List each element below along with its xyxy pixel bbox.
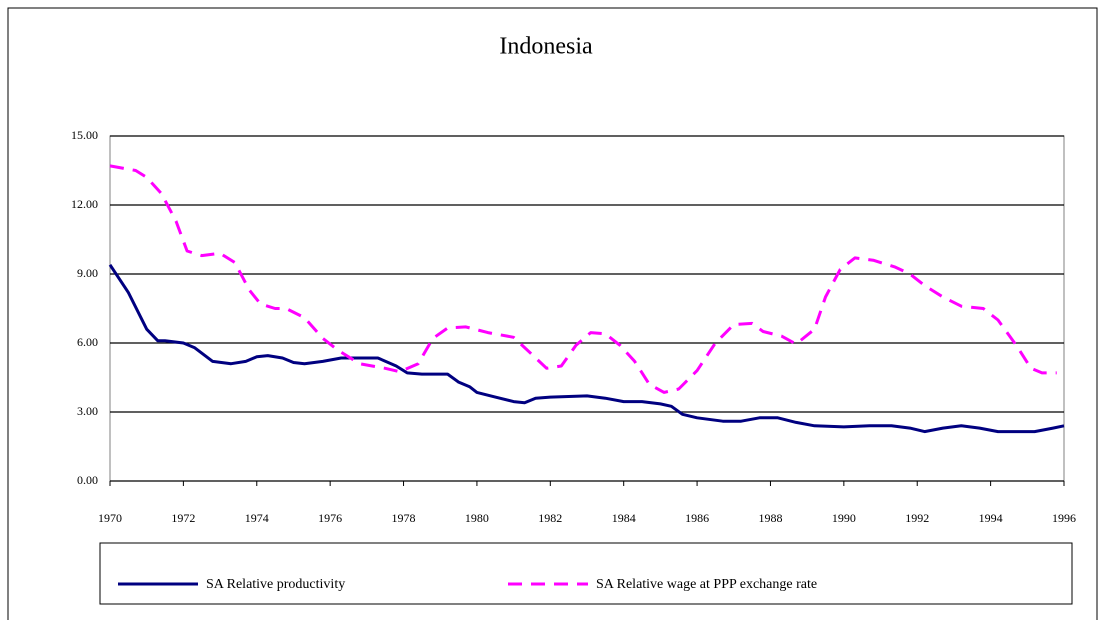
x-tick-label: 1976 (318, 511, 342, 525)
y-tick-label: 9.00 (77, 266, 98, 280)
y-tick-label: 0.00 (77, 473, 98, 487)
x-tick-label: 1972 (171, 511, 195, 525)
x-tick-label: 1980 (465, 511, 489, 525)
chart-title: Indonesia (499, 34, 593, 60)
series-line (108, 263, 1065, 434)
legend-label: SA Relative productivity (206, 577, 345, 592)
x-tick-label: 1974 (245, 511, 269, 525)
y-tick-label: 3.00 (77, 404, 98, 418)
x-tick-label: 1988 (758, 511, 782, 525)
x-tick-label: 1970 (98, 511, 122, 525)
legend-label: SA Relative wage at PPP exchange rate (596, 577, 817, 592)
chart-frame (7, 7, 1098, 620)
y-tick-label: 6.00 (77, 335, 98, 349)
x-tick-label: 1986 (685, 511, 709, 525)
y-tick-label: 15.00 (71, 128, 98, 142)
y-tick-label: 12.00 (71, 197, 98, 211)
legend-box (99, 542, 1073, 605)
series-line (109, 164, 1057, 394)
x-tick-label: 1990 (832, 511, 856, 525)
x-tick-label: 1978 (392, 511, 416, 525)
x-tick-label: 1996 (1052, 511, 1076, 525)
x-tick-label: 1992 (905, 511, 929, 525)
x-tick-label: 1984 (612, 511, 636, 525)
x-tick-label: 1994 (979, 511, 1003, 525)
x-tick-label: 1982 (538, 511, 562, 525)
